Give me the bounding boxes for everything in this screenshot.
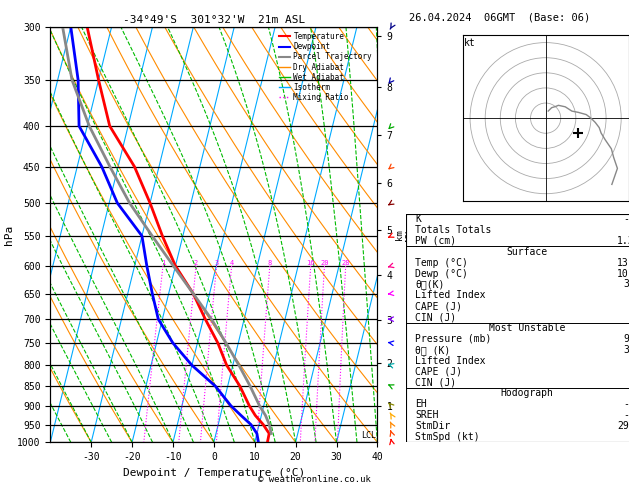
Text: -90: -90: [623, 399, 629, 409]
Text: StmDir: StmDir: [415, 421, 450, 431]
Text: Dewp (°C): Dewp (°C): [415, 269, 468, 278]
Text: θᴇ(K): θᴇ(K): [415, 279, 445, 290]
Text: 16: 16: [306, 260, 315, 266]
Text: kt: kt: [464, 38, 476, 48]
Text: PW (cm): PW (cm): [415, 236, 457, 246]
Text: 1.34: 1.34: [617, 236, 629, 246]
Text: CIN (J): CIN (J): [415, 378, 457, 387]
Text: CAPE (J): CAPE (J): [415, 366, 462, 377]
Text: 13.1: 13.1: [617, 258, 629, 268]
Text: 295°: 295°: [617, 421, 629, 431]
Text: 28: 28: [342, 260, 350, 266]
Text: 975: 975: [623, 334, 629, 344]
Text: Lifted Index: Lifted Index: [415, 290, 486, 300]
Text: K: K: [415, 214, 421, 224]
Y-axis label: hPa: hPa: [4, 225, 14, 244]
Text: -35: -35: [623, 410, 629, 420]
Text: © weatheronline.co.uk: © weatheronline.co.uk: [258, 474, 371, 484]
Text: 1: 1: [161, 260, 165, 266]
Text: Most Unstable: Most Unstable: [489, 323, 565, 333]
Text: 3: 3: [214, 260, 219, 266]
Text: Hodograph: Hodograph: [500, 388, 554, 399]
Text: Surface: Surface: [506, 247, 547, 257]
Text: 8: 8: [268, 260, 272, 266]
Text: Lifted Index: Lifted Index: [415, 356, 486, 365]
Text: EH: EH: [415, 399, 427, 409]
Text: SREH: SREH: [415, 410, 439, 420]
Text: 2: 2: [194, 260, 198, 266]
FancyBboxPatch shape: [406, 214, 629, 442]
Y-axis label: km
ASL: km ASL: [395, 226, 415, 243]
Text: Temp (°C): Temp (°C): [415, 258, 468, 268]
Text: 310: 310: [623, 345, 629, 355]
Text: StmSpd (kt): StmSpd (kt): [415, 432, 480, 442]
Text: θᴇ (K): θᴇ (K): [415, 345, 450, 355]
Text: 20: 20: [320, 260, 329, 266]
Text: 4: 4: [230, 260, 234, 266]
X-axis label: Dewpoint / Temperature (°C): Dewpoint / Temperature (°C): [123, 468, 305, 478]
Text: CAPE (J): CAPE (J): [415, 301, 462, 311]
Text: 307: 307: [623, 279, 629, 290]
Text: CIN (J): CIN (J): [415, 312, 457, 322]
Text: -15: -15: [623, 214, 629, 224]
Text: LCL: LCL: [361, 431, 376, 440]
Text: Totals Totals: Totals Totals: [415, 225, 492, 235]
Legend: Temperature, Dewpoint, Parcel Trajectory, Dry Adiabat, Wet Adiabat, Isotherm, Mi: Temperature, Dewpoint, Parcel Trajectory…: [277, 31, 374, 104]
Title: -34°49'S  301°32'W  21m ASL: -34°49'S 301°32'W 21m ASL: [123, 15, 305, 25]
Text: Pressure (mb): Pressure (mb): [415, 334, 492, 344]
Text: 26.04.2024  06GMT  (Base: 06): 26.04.2024 06GMT (Base: 06): [409, 12, 590, 22]
Text: 10.9: 10.9: [617, 269, 629, 278]
